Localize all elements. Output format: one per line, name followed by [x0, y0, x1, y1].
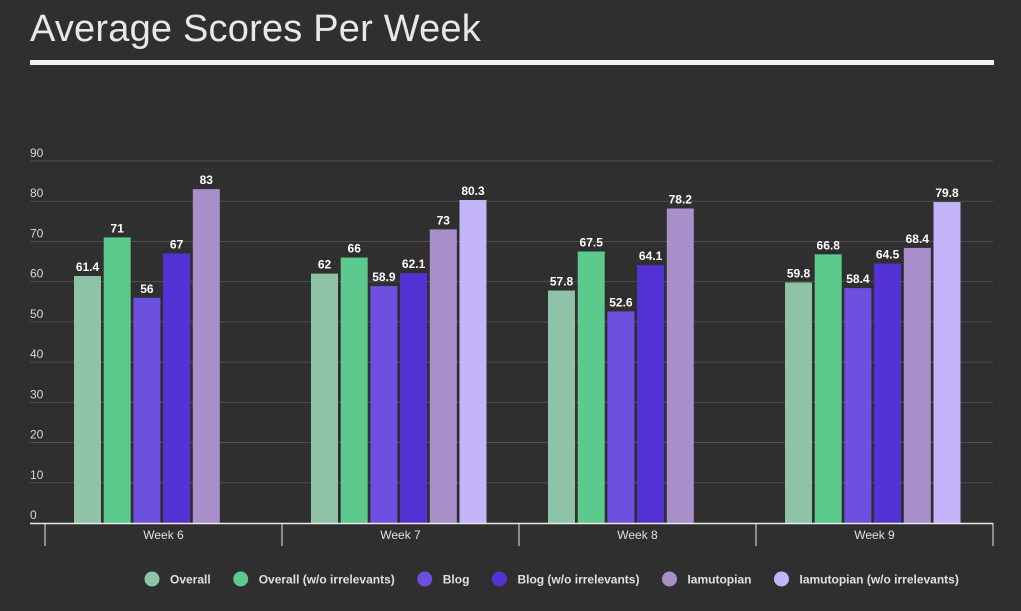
legend-label: Blog (w/o irrelevants)	[517, 573, 639, 587]
bar-value-label: 56	[140, 282, 154, 296]
title-underline	[30, 60, 994, 65]
bar	[933, 202, 961, 523]
bar	[903, 247, 931, 523]
bar-value-label: 80.3	[461, 184, 485, 198]
chart-title: Average Scores Per Week	[30, 8, 481, 50]
bar	[637, 265, 665, 523]
bar	[400, 273, 428, 523]
legend-label: Iamutopian (w/o irrelevants)	[799, 573, 958, 587]
bar	[459, 200, 487, 523]
legend-marker	[417, 571, 433, 587]
legend-label: Blog	[443, 573, 470, 587]
bar	[874, 263, 902, 523]
bar	[548, 290, 575, 523]
y-tick-label: 70	[30, 226, 44, 240]
bar	[844, 288, 872, 523]
legend-marker	[773, 571, 789, 587]
y-tick-label: 50	[30, 307, 44, 321]
bar-value-label: 57.8	[550, 275, 574, 289]
legend-marker	[144, 571, 160, 587]
bar-value-label: 67.5	[580, 236, 604, 250]
y-axis-tick-labels: 0 10 20 30 40 50 60 70 80 90	[30, 146, 44, 522]
bar	[785, 282, 812, 523]
bar-value-label: 62.1	[402, 257, 426, 271]
legend-label: Overall	[170, 573, 211, 587]
y-tick-label: 30	[30, 387, 44, 401]
bar	[814, 254, 842, 523]
bar-value-label: 83	[200, 173, 214, 187]
y-tick-label: 40	[30, 347, 44, 361]
bar	[74, 276, 101, 523]
bar-value-label: 67	[170, 238, 184, 252]
bars	[74, 189, 961, 523]
bar-value-label: 73	[437, 213, 451, 227]
x-category-label: Week 9	[854, 528, 895, 542]
bar	[370, 286, 398, 523]
legend-label: Iamutopian	[687, 573, 751, 587]
x-axis: Week 6 Week 7 Week 8 Week 9	[30, 522, 994, 546]
bar	[192, 189, 220, 523]
bar-value-label: 58.9	[372, 270, 396, 284]
x-category-label: Week 8	[617, 528, 658, 542]
y-tick-label: 90	[30, 146, 44, 160]
bar-value-label: 71	[111, 221, 125, 235]
bar-value-label: 61.4	[76, 260, 100, 274]
bar	[133, 297, 161, 523]
bar-value-label: 79.8	[935, 186, 959, 200]
bar	[311, 273, 338, 523]
x-category-label: Week 6	[143, 528, 184, 542]
y-tick-label: 10	[30, 468, 44, 482]
y-tick-label: 60	[30, 267, 44, 281]
bar-value-label: 66.8	[817, 238, 841, 252]
bar	[429, 229, 457, 523]
bar-value-label: 68.4	[906, 232, 930, 246]
legend-marker	[233, 571, 249, 587]
bar-value-label: 59.8	[787, 266, 811, 280]
legend-marker	[661, 571, 677, 587]
bar-value-label: 64.5	[876, 248, 900, 262]
legend-marker	[491, 571, 507, 587]
bar-value-label: 62	[318, 258, 332, 272]
bar-value-label: 52.6	[609, 295, 633, 309]
bar	[103, 237, 131, 523]
data-labels: 61.4 71 56 67 83 62 66 58.9 62.1 73 80.3 57.8 67.5 52…	[76, 173, 959, 309]
y-tick-label: 0	[30, 508, 37, 522]
bar	[607, 311, 635, 523]
bar	[577, 251, 605, 523]
x-category-label: Week 7	[380, 528, 421, 542]
bar-value-label: 66	[348, 242, 362, 256]
legend: Overall Overall (w/o irrelevants) Blog Blog…	[144, 571, 959, 587]
bar	[163, 253, 191, 523]
bar	[666, 208, 694, 523]
bar	[340, 257, 368, 523]
bar-value-label: 58.4	[846, 272, 870, 286]
y-tick-label: 20	[30, 428, 44, 442]
bar-value-label: 64.1	[639, 249, 663, 263]
bar-value-label: 78.2	[669, 192, 693, 206]
legend-label: Overall (w/o irrelevants)	[259, 573, 395, 587]
y-tick-label: 80	[30, 186, 44, 200]
